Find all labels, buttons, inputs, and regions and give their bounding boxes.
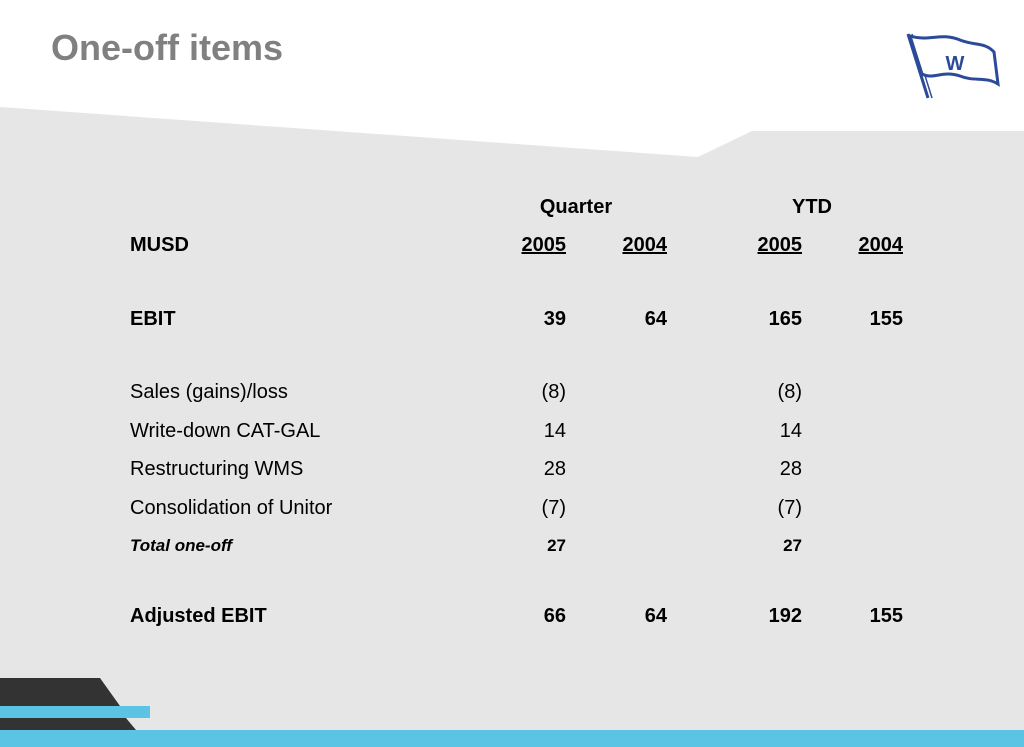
blue-stripe-left (0, 706, 150, 718)
table-cell: (7) (541, 497, 566, 519)
logo-letter: W (946, 53, 965, 75)
dark-stripe-bottom (0, 718, 136, 730)
gray-panel (0, 107, 1024, 747)
table-cell: 28 (779, 458, 802, 480)
row-label-write-down: Write-down CAT-GAL (130, 420, 321, 442)
table-cell: (8) (541, 381, 566, 403)
table-cell: 39 (543, 308, 566, 330)
table-cell: 165 (768, 308, 802, 330)
table-cell: 64 (644, 605, 667, 627)
blue-bottom-band (0, 730, 1024, 747)
table-cell: 155 (869, 605, 903, 627)
year-label: 2005 (521, 234, 567, 256)
table-cell: 14 (543, 420, 566, 442)
year-quarter-2004: 2004 (587, 233, 668, 257)
table-cell: 192 (768, 605, 802, 627)
row-label-total-one-off: Total one-off (130, 536, 232, 555)
header-quarter: Quarter (539, 196, 613, 218)
row-label-sales: Sales (gains)/loss (130, 381, 288, 403)
table-cell: 64 (644, 308, 667, 330)
row-label-restructuring: Restructuring WMS (130, 458, 304, 480)
table-cell: 14 (779, 420, 802, 442)
year-label: 2004 (858, 234, 904, 256)
header-ytd: YTD (792, 196, 832, 218)
table-cell: 27 (547, 536, 566, 555)
dark-stripe-top (0, 678, 120, 706)
year-label: 2004 (622, 234, 668, 256)
year-quarter-2005: 2005 (486, 233, 567, 257)
row-label-consolidation: Consolidation of Unitor (130, 497, 333, 519)
table-cell: (8) (777, 381, 802, 403)
page-title: One-off items (51, 27, 284, 68)
year-ytd-2004: 2004 (823, 233, 904, 257)
year-label: 2005 (757, 234, 803, 256)
table-cell: 155 (869, 308, 903, 330)
unit-label: MUSD (130, 234, 189, 256)
table-cell: 66 (543, 605, 566, 627)
flag-logo-icon: W (906, 33, 1000, 99)
table-cell: 28 (543, 458, 566, 480)
year-ytd-2005: 2005 (722, 233, 803, 257)
table-cell: (7) (777, 497, 802, 519)
row-label-adjusted-ebit: Adjusted EBIT (130, 605, 267, 627)
table-cell: 27 (783, 536, 802, 555)
row-label-ebit: EBIT (130, 308, 176, 330)
